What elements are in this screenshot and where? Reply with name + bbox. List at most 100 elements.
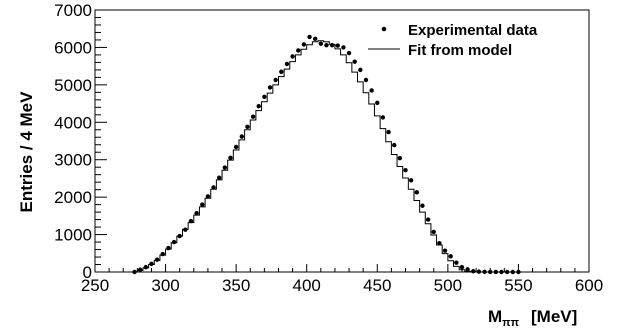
y-tick-label: 2000 [54,188,92,207]
data-point [250,114,256,119]
data-point [200,202,205,207]
data-point [504,269,510,275]
data-point [205,194,211,199]
data-point [228,155,233,161]
data-point [352,59,357,64]
data-point [363,77,369,83]
data-point [211,185,216,190]
data-point [256,103,261,109]
data-point [284,61,290,67]
data-point [431,229,436,235]
data-point [183,227,188,232]
data-point [188,218,194,224]
data-point [516,269,521,275]
y-tick-label: 4000 [54,113,92,132]
y-axis-ticks: 0 1000 2000 3000 4000 5000 6000 7000 [54,1,107,282]
data-point [386,129,391,135]
x-tick-label: 300 [151,276,179,295]
data-point [510,269,515,275]
data-point [132,269,137,275]
legend-marker-data [381,26,387,32]
data-point [177,233,182,239]
data-point [307,34,312,40]
data-point [380,115,386,120]
y-tick-label: 1000 [54,226,92,245]
x-axis-ticks: 250 300 350 400 450 500 550 600 [81,264,603,295]
data-point [245,124,250,129]
data-point [442,248,448,253]
x-tick-label: 450 [363,276,391,295]
data-point [392,142,397,148]
data-point [301,42,307,47]
data-point [408,178,414,183]
x-axis-title-sub: ππ [502,317,519,329]
x-axis-title-main: M [488,307,502,326]
x-axis-title-unit: [MeV] [531,307,577,326]
y-tick-label: 0 [83,263,92,282]
data-point [397,156,403,161]
data-point [369,88,374,93]
data-point [137,267,143,272]
data-point [149,261,154,266]
data-point [375,100,380,106]
data-point [341,45,346,50]
data-point [476,269,482,274]
data-point [493,269,499,275]
data-point [279,69,284,74]
data-point [239,134,244,139]
data-point [403,167,408,173]
data-point [267,85,273,90]
x-tick-label: 250 [81,276,109,295]
data-point [465,267,470,272]
data-point [222,165,228,170]
data-point [273,77,278,83]
data-point [420,203,425,208]
fit-line [131,40,488,273]
data-point [488,269,493,275]
data-series [132,34,521,275]
x-tick-label: 350 [222,276,250,295]
data-point [296,48,301,53]
fit-series [131,40,488,273]
data-point [414,190,420,195]
data-point [233,144,239,150]
data-point [171,239,177,245]
legend-label-fit: Fit from model [408,42,512,59]
data-point [335,43,340,48]
x-tick-label: 550 [504,276,532,295]
y-tick-label: 3000 [54,151,92,170]
x-tick-label: 600 [575,276,603,295]
data-point [448,254,453,259]
data-point [425,217,431,222]
data-point [290,54,295,59]
data-point [318,41,324,46]
y-tick-label: 6000 [54,38,92,57]
data-point [262,94,267,100]
data-point [437,240,442,246]
data-point [160,251,165,257]
x-tick-label: 500 [434,276,462,295]
plot-frame [94,9,590,273]
x-tick-label: 400 [293,276,321,295]
y-tick-label: 7000 [54,1,92,20]
y-axis-title: Entries / 4 MeV [17,91,36,213]
data-point [154,257,160,262]
data-point [346,50,352,56]
y-tick-label: 5000 [54,76,92,95]
data-point [312,36,318,42]
data-point [329,42,335,48]
plot-frame-border [94,9,590,273]
data-point [194,211,199,216]
data-point [482,269,487,275]
data-point [499,269,504,275]
data-point [358,67,363,73]
data-point [143,264,149,270]
data-point [324,42,329,48]
data-point [454,260,459,265]
data-point [217,175,222,180]
legend-label-data: Experimental data [408,22,538,39]
data-point [471,269,476,274]
data-point [166,245,171,251]
data-point [459,264,465,270]
